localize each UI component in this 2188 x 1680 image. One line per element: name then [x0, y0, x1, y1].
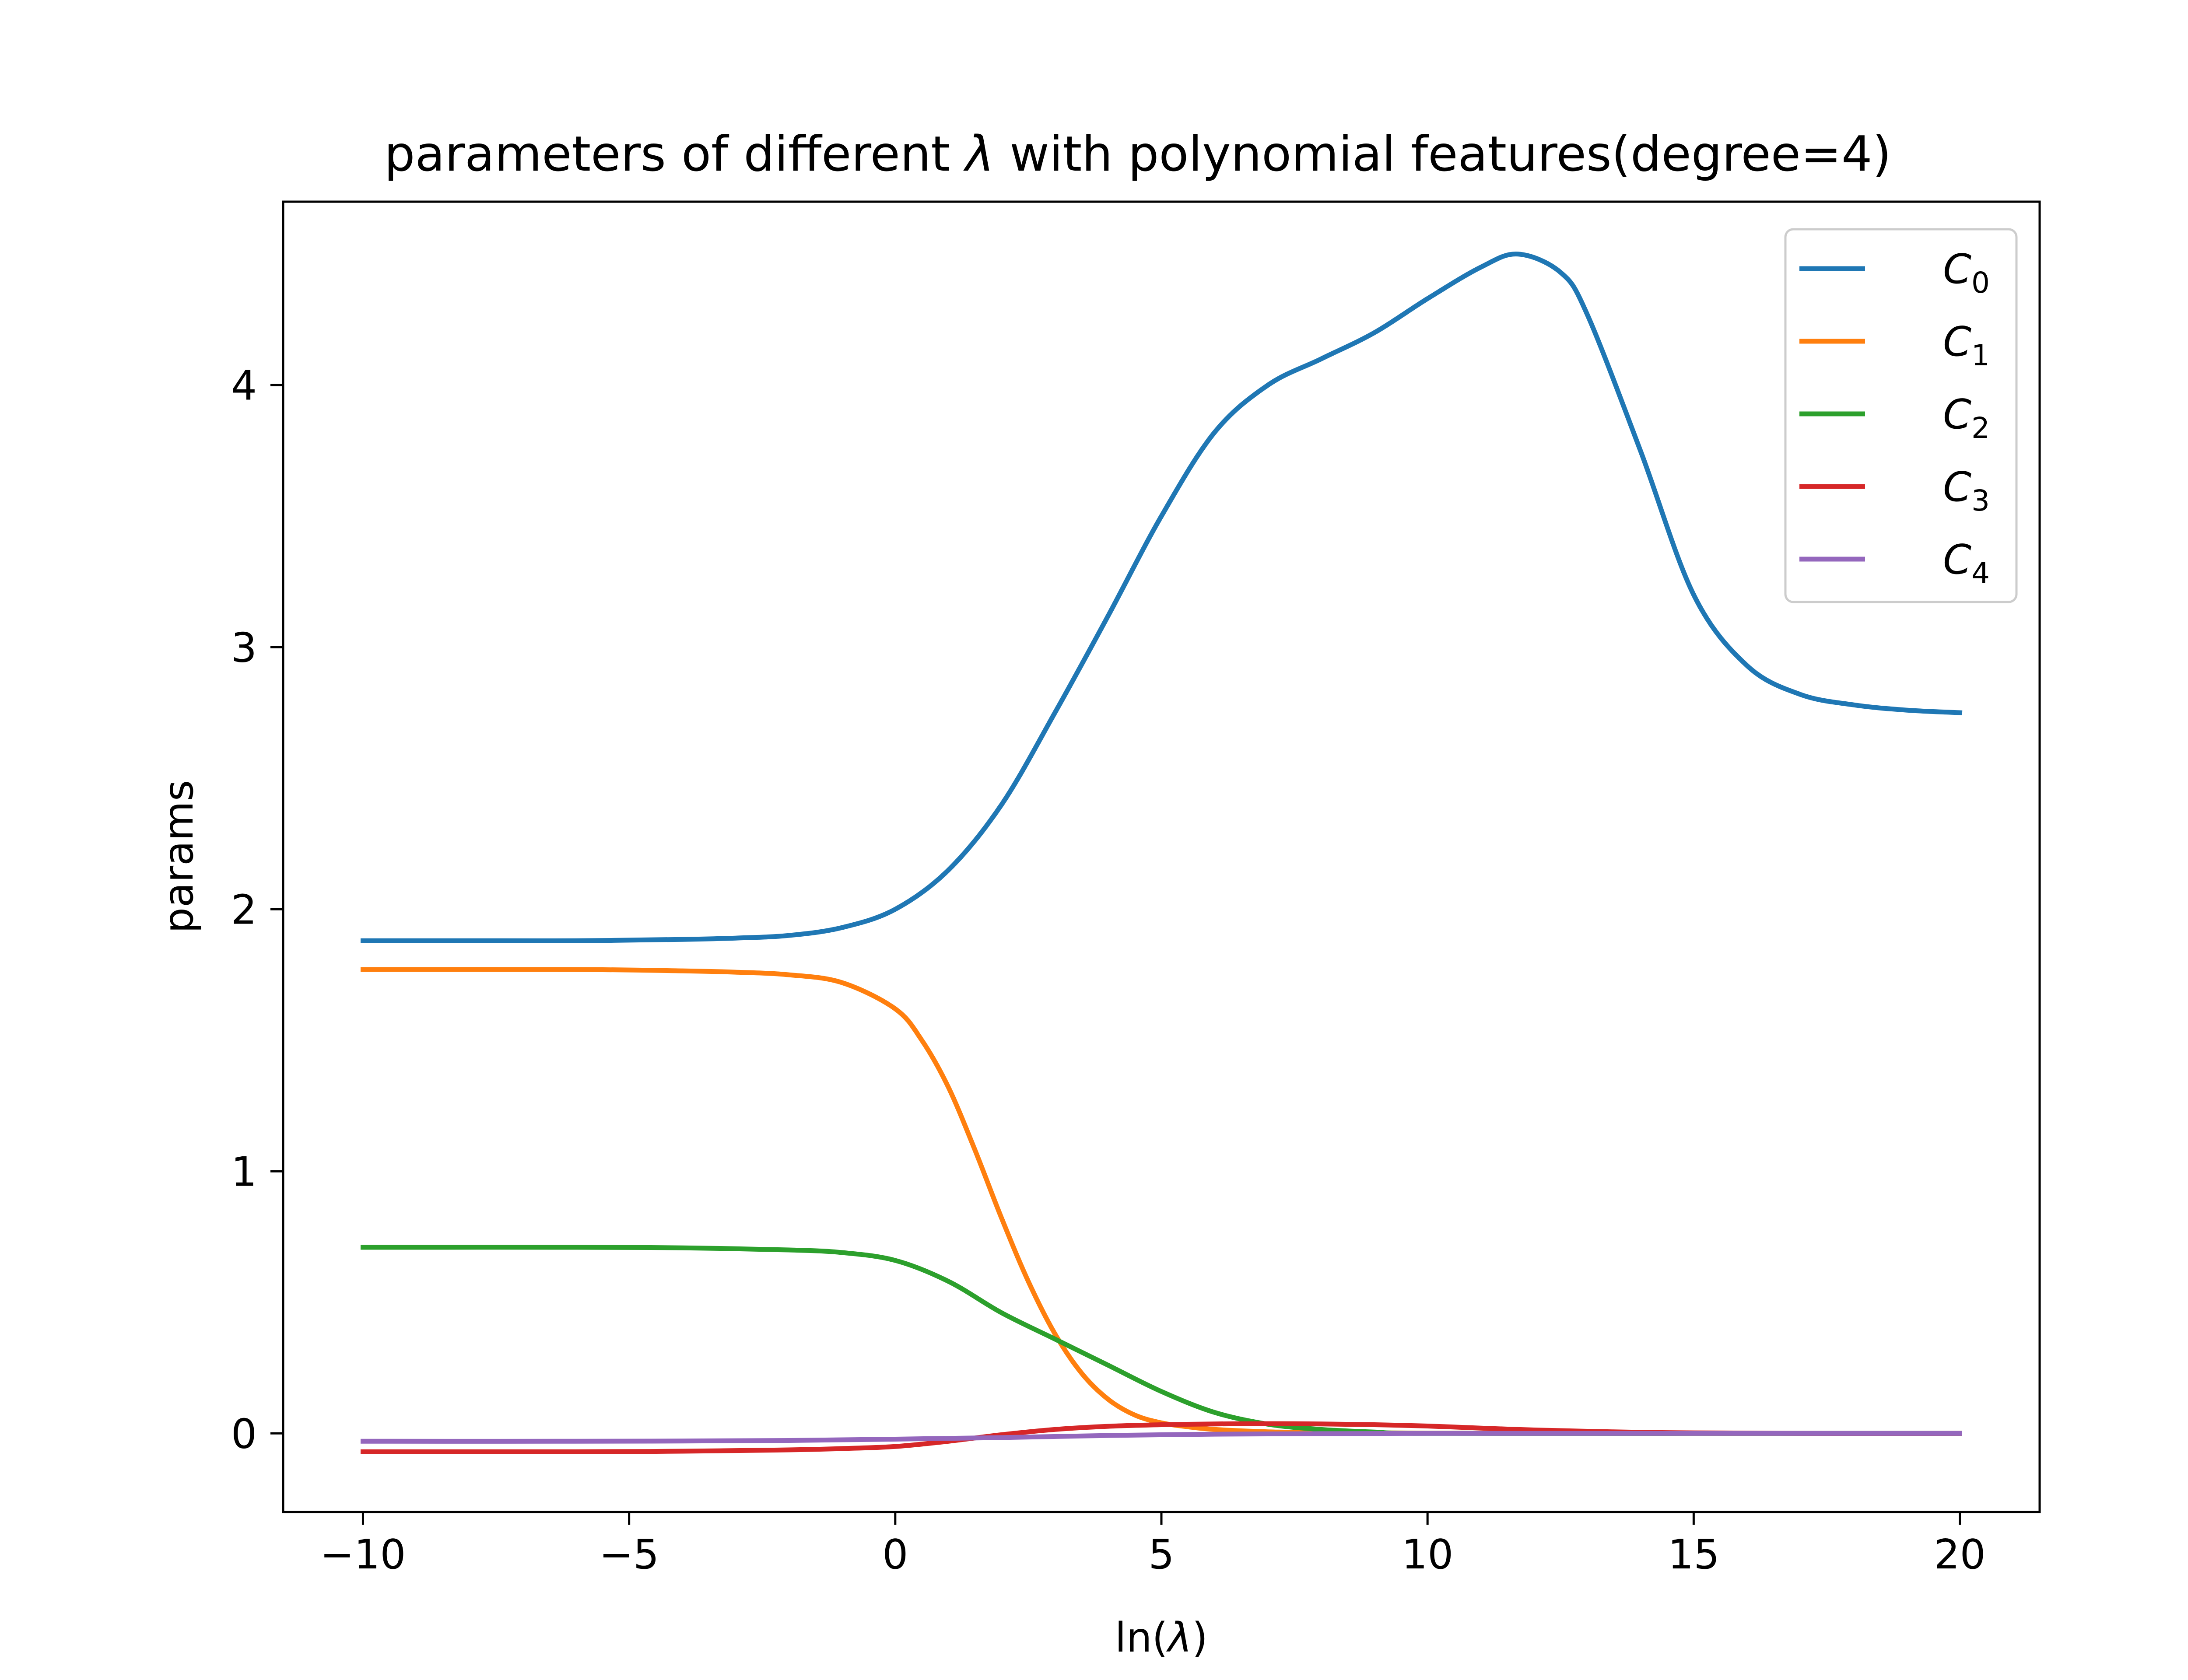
y-axis: 0 1 2 3 4	[231, 362, 283, 1457]
series-line-C1	[360, 967, 1963, 1436]
legend-box	[1784, 228, 2018, 603]
series-line-C0	[360, 252, 1963, 943]
legend-label-C1: C1	[1943, 318, 1990, 372]
x-axis: −10 −5 0 5 10 15 20	[320, 1512, 1986, 1578]
x-tick-label: −5	[599, 1531, 659, 1578]
axes-frame	[282, 200, 2041, 1513]
legend: C0 C1 C2 C3 C4	[1784, 228, 2018, 603]
y-tick-label: 3	[231, 624, 257, 671]
x-tick-label: 20	[1934, 1531, 1985, 1578]
legend-label-C0: C0	[1943, 245, 1990, 300]
x-tick-label: 10	[1402, 1531, 1453, 1578]
series-line-C3	[360, 1421, 1963, 1454]
series-line-C4	[360, 1431, 1962, 1444]
legend-label-C3: C3	[1943, 463, 1990, 518]
y-tick-label: 1	[231, 1148, 257, 1195]
y-tick-label: 2	[231, 886, 257, 933]
series-line-C2	[360, 1245, 1962, 1436]
chart-title: parameters of different λ with polynomia…	[384, 126, 1891, 182]
legend-label-C2: C2	[1943, 391, 1990, 445]
y-tick-label: 0	[231, 1410, 257, 1457]
y-axis-label: params	[155, 780, 202, 933]
x-tick-label: 15	[1668, 1531, 1719, 1578]
y-tick-label: 4	[231, 362, 257, 409]
x-tick-label: −10	[320, 1531, 406, 1578]
x-tick-label: 5	[1148, 1531, 1174, 1578]
plot-lines	[360, 252, 1963, 1454]
x-axis-label: ln(λ)	[1115, 1614, 1208, 1661]
legend-label-C4: C4	[1943, 536, 1990, 590]
x-tick-label: 0	[882, 1531, 908, 1578]
